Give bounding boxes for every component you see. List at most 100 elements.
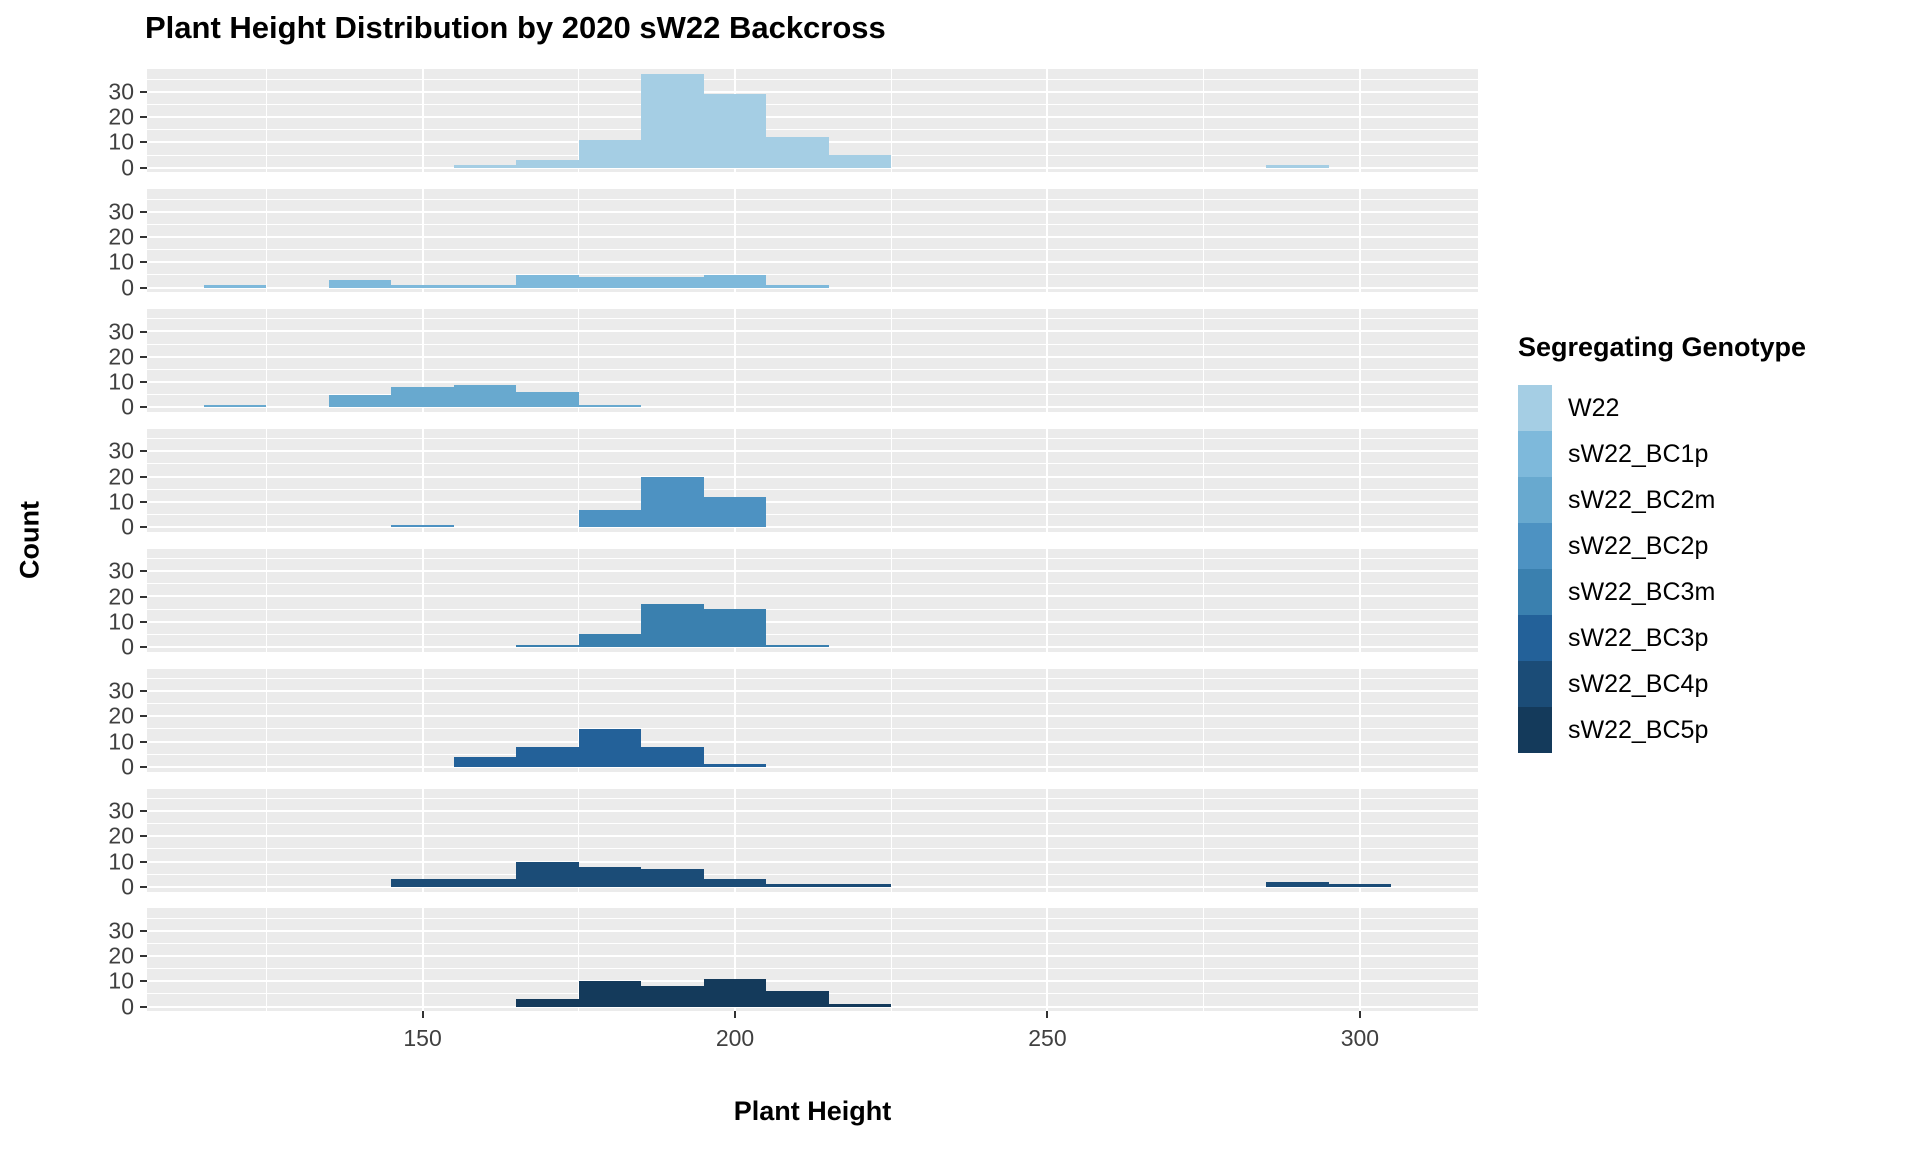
gridline-minor-y — [147, 797, 1478, 799]
histogram-bar — [641, 869, 704, 887]
histogram-bar — [516, 999, 579, 1007]
histogram-bar — [828, 884, 892, 887]
histogram-bar — [391, 879, 454, 887]
gridline-minor-x — [265, 309, 267, 413]
gridline-major-x — [1358, 908, 1361, 1012]
facet-panel — [147, 309, 1478, 413]
histogram-bar — [828, 1004, 892, 1007]
gridline-minor-y — [147, 103, 1478, 105]
histogram-bar — [641, 986, 704, 1007]
y-tick-label: 0 — [121, 513, 134, 540]
histogram-bar — [641, 604, 704, 648]
legend-row: W22 — [1518, 385, 1806, 431]
gridline-minor-x — [1203, 788, 1205, 892]
x-tick-label: 250 — [1028, 1025, 1067, 1052]
y-tick-label: 30 — [108, 677, 134, 704]
histogram-bar — [391, 285, 454, 288]
gridline-major-y — [147, 406, 1478, 409]
gridline-minor-y — [147, 463, 1478, 465]
histogram-bar — [391, 524, 454, 528]
y-tick-label: 20 — [108, 942, 134, 969]
gridline-minor-x — [265, 69, 267, 173]
gridline-major-y — [147, 210, 1478, 213]
gridline-major-x — [421, 788, 424, 892]
gridline-minor-x — [1203, 908, 1205, 1012]
histogram-bar — [203, 404, 267, 408]
histogram-bar — [703, 978, 767, 1007]
histogram-bar — [703, 496, 767, 528]
gridline-minor-y — [147, 249, 1478, 251]
histogram-bar — [328, 279, 392, 288]
gridline-minor-y — [147, 343, 1478, 345]
histogram-bar — [203, 285, 267, 288]
y-axis-tick — [140, 955, 147, 958]
legend-row: sW22_BC3p — [1518, 615, 1806, 661]
gridline-minor-x — [265, 548, 267, 652]
chart-title: Plant Height Distribution by 2020 sW22 B… — [145, 10, 886, 45]
histogram-bar — [828, 155, 892, 168]
legend-label: sW22_BC5p — [1568, 715, 1709, 744]
gridline-major-y — [147, 929, 1478, 932]
histogram-bar — [766, 884, 829, 887]
gridline-major-y — [147, 885, 1478, 888]
gridline-minor-x — [578, 428, 580, 532]
gridline-major-x — [1358, 668, 1361, 772]
legend-row: sW22_BC2m — [1518, 477, 1806, 523]
gridline-minor-y — [147, 728, 1478, 730]
histogram-bar — [516, 392, 579, 408]
legend: Segregating Genotype W22 sW22_BC1p sW22_BC… — [1518, 332, 1806, 753]
facet-panel — [147, 788, 1478, 892]
x-axis-tick — [1046, 1011, 1049, 1019]
gridline-minor-x — [890, 908, 892, 1012]
gridline-major-y — [147, 116, 1478, 119]
y-axis-tick — [140, 1005, 147, 1008]
histogram-bar — [766, 285, 829, 288]
legend-label: sW22_BC4p — [1568, 669, 1709, 698]
gridline-minor-x — [890, 428, 892, 532]
gridline-minor-x — [1203, 548, 1205, 652]
y-axis-tick — [140, 330, 147, 333]
y-tick-label: 0 — [121, 873, 134, 900]
y-axis-tick — [140, 526, 147, 529]
y-axis-tick — [140, 715, 147, 718]
gridline-minor-y — [147, 558, 1478, 560]
y-tick-label: 0 — [121, 993, 134, 1020]
gridline-minor-x — [1203, 69, 1205, 173]
gridline-minor-x — [265, 908, 267, 1012]
histogram-bar — [1266, 165, 1329, 168]
gridline-major-y — [147, 355, 1478, 358]
histogram-bar — [578, 981, 642, 1007]
gridline-minor-x — [890, 788, 892, 892]
legend-swatch — [1518, 477, 1552, 523]
histogram-bar — [578, 139, 642, 168]
x-axis-tick — [734, 1011, 736, 1019]
gridline-minor-x — [265, 189, 267, 293]
y-axis-tick — [140, 116, 147, 119]
histogram-bar — [641, 746, 704, 767]
histogram-bar — [578, 866, 642, 887]
y-tick-label: 10 — [108, 248, 134, 275]
y-tick-label: 30 — [108, 198, 134, 225]
y-axis-tick — [140, 646, 147, 649]
histogram-bar — [453, 285, 517, 288]
histogram-bar — [703, 879, 767, 887]
y-axis-tick — [140, 740, 147, 743]
histogram-bar — [578, 634, 642, 648]
y-tick-label: 30 — [108, 557, 134, 584]
gridline-minor-y — [147, 968, 1478, 970]
gridline-minor-y — [147, 78, 1478, 80]
histogram-bar — [641, 277, 704, 288]
gridline-major-y — [147, 286, 1478, 289]
y-tick-label: 20 — [108, 223, 134, 250]
gridline-major-x — [1358, 309, 1361, 413]
y-tick-label: 10 — [108, 848, 134, 874]
gridline-minor-y — [147, 823, 1478, 825]
gridline-minor-y — [147, 318, 1478, 320]
gridline-minor-y — [147, 633, 1478, 635]
legend-row: sW22_BC1p — [1518, 431, 1806, 477]
gridline-major-x — [1358, 428, 1361, 532]
gridline-minor-x — [890, 668, 892, 772]
histogram-bar — [516, 274, 579, 288]
y-axis-tick — [140, 690, 147, 693]
legend-swatch — [1518, 385, 1552, 431]
